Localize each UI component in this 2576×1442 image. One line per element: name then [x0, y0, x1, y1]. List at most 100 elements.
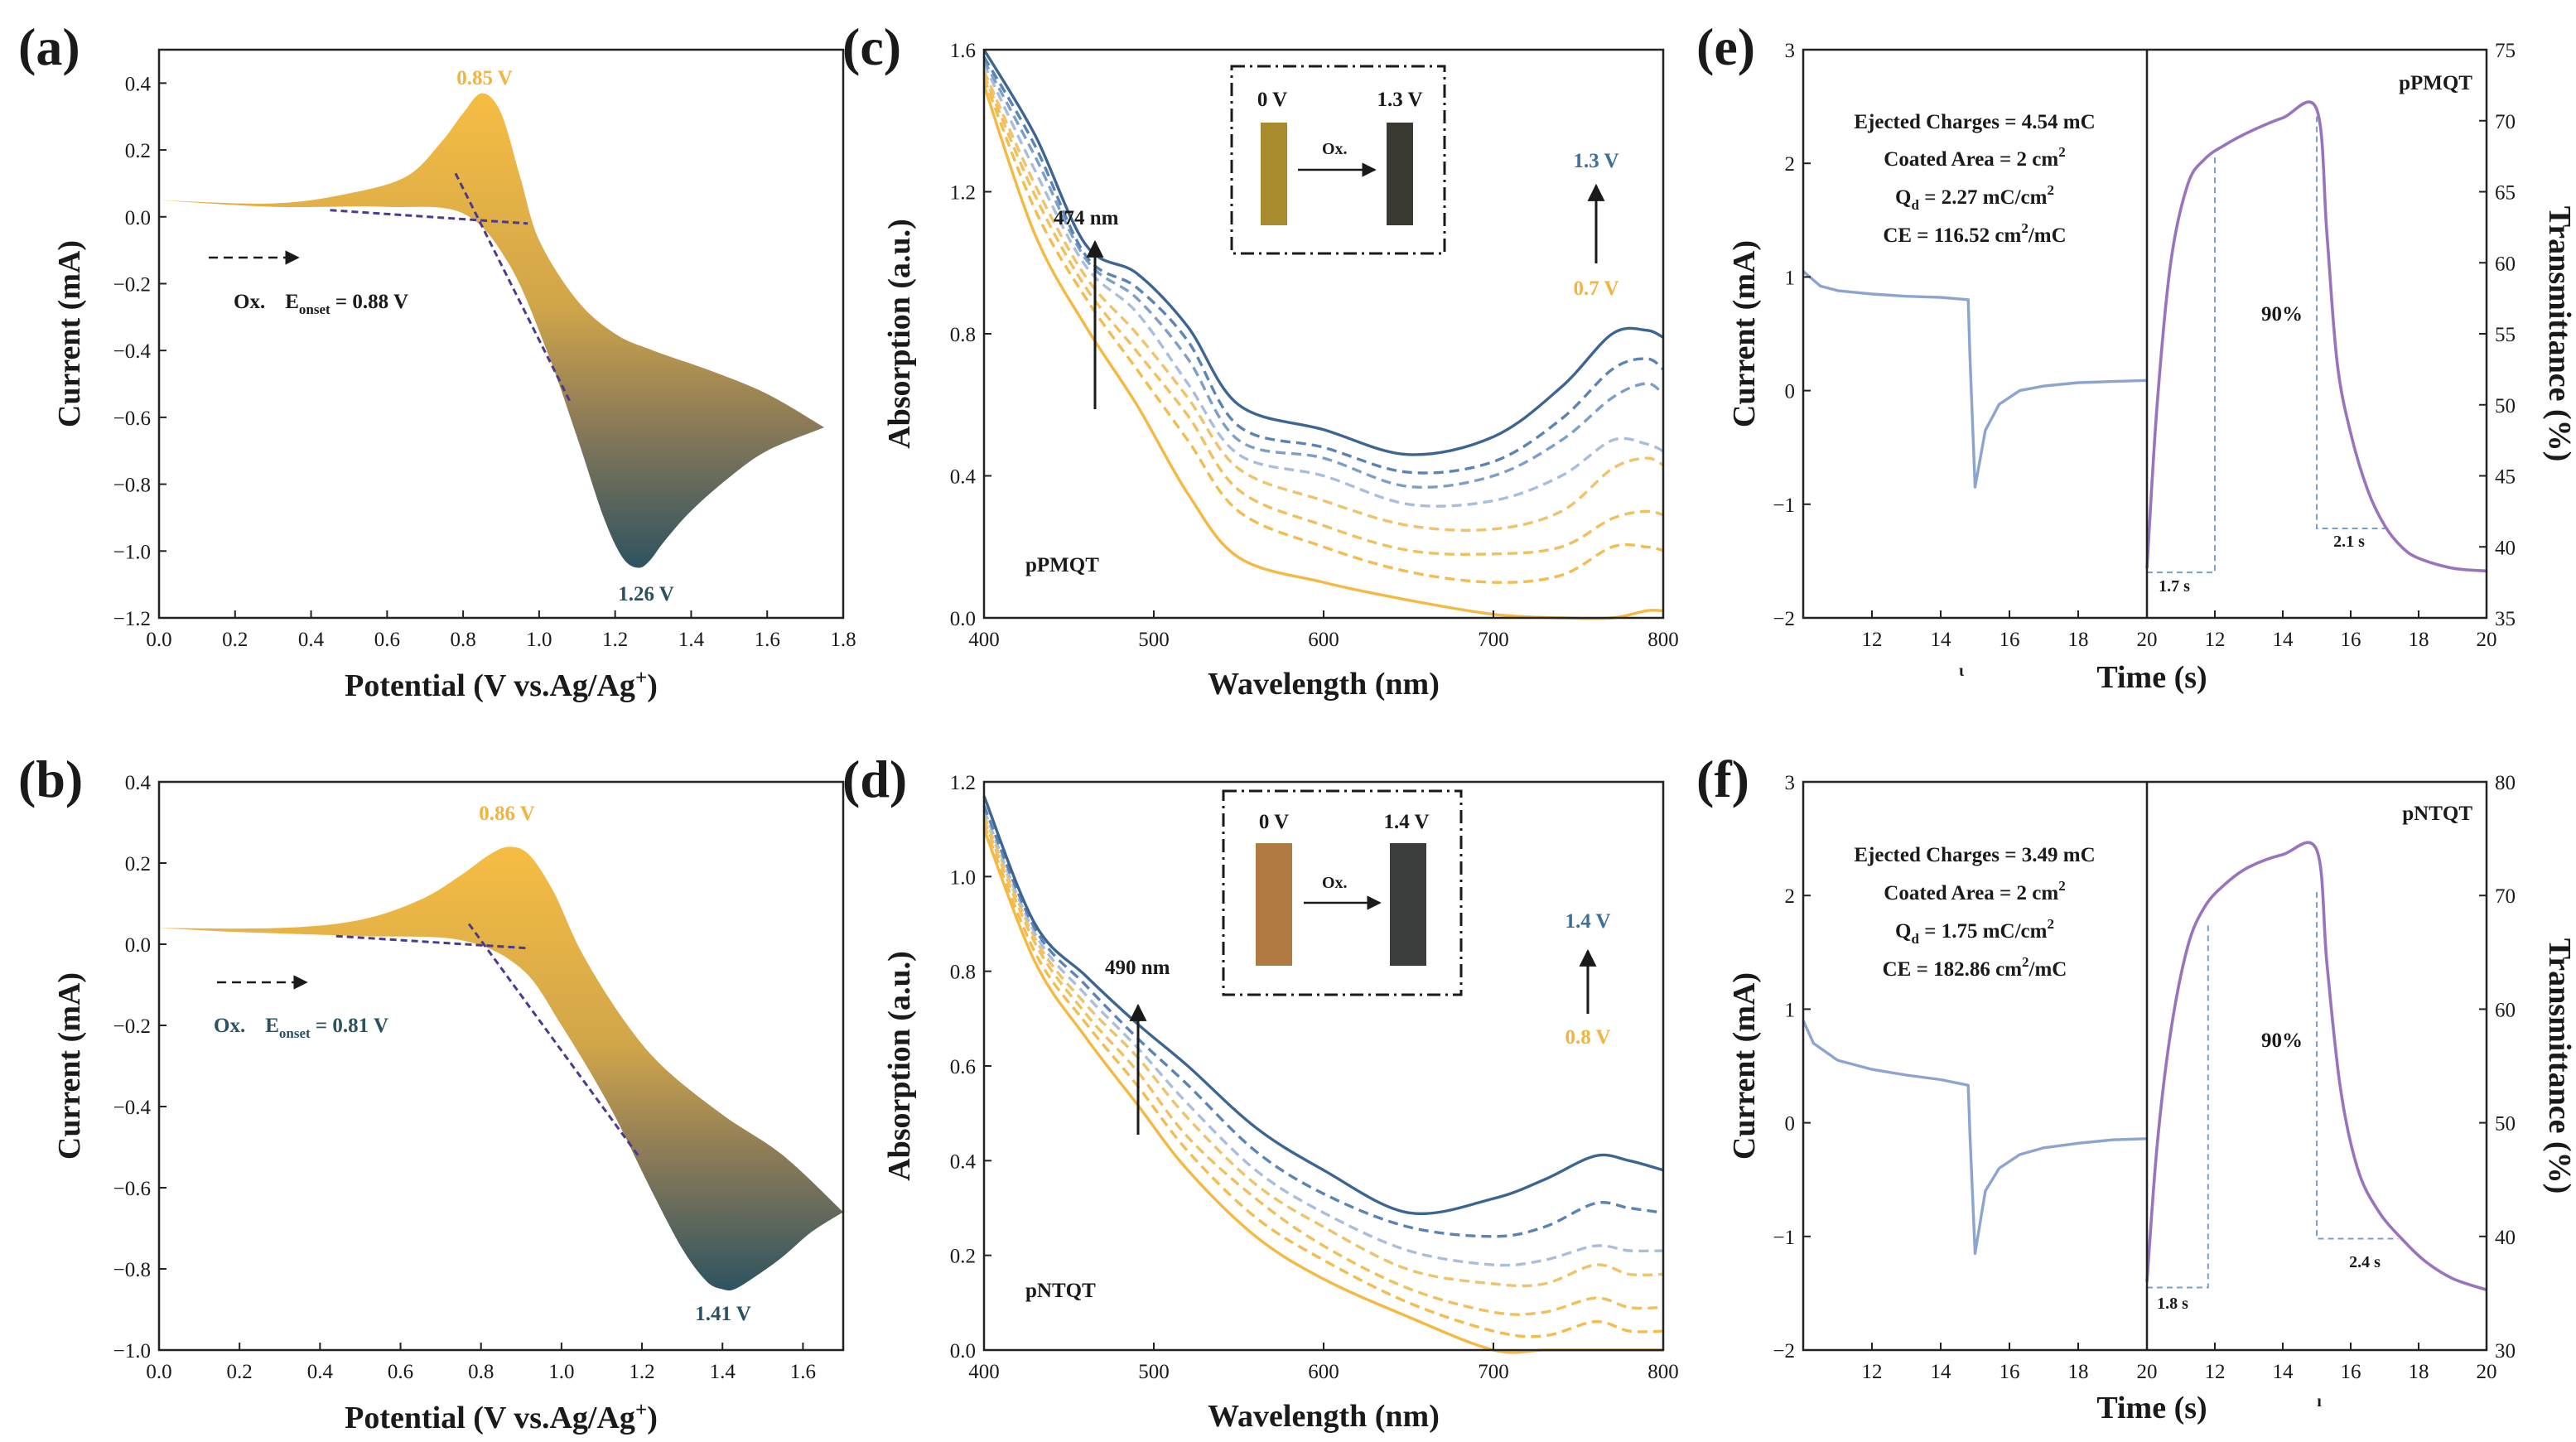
plot-frame-a [157, 48, 845, 620]
ejected-charges-f: Ejected Charges = 3.49 mC [1854, 844, 2095, 866]
d-xtick-label: 500 [1138, 1361, 1170, 1383]
e-right-xtick-label: 18 [2409, 629, 2429, 651]
c-ytick-label: 1.6 [950, 40, 976, 62]
eonset-label-a: Ox. Eonset = 0.88 V [234, 291, 408, 317]
rise-time-label-f: 1.8 s [2157, 1295, 2188, 1313]
b-ytick-label: 0.2 [125, 853, 151, 875]
panel-d-label: (d) [842, 750, 907, 808]
f-left-xtick-label: 18 [2068, 1361, 2089, 1383]
panel-d: (d) 400 500 600 700 800 1.2 1.0 0.8 0.6 0.4 0.2 0.… [842, 750, 1679, 1434]
c-xtick-label: 800 [1647, 629, 1679, 651]
current-curve-e [1802, 270, 2148, 489]
a-ytick-label: −0.8 [113, 475, 151, 497]
f-left-ytick-label: −1 [1773, 1227, 1795, 1249]
plot-frame-e [1802, 48, 2488, 620]
inset-photo-d: 0 V 1.4 V Ox. [1222, 789, 1463, 996]
b-xtick-label: 1.0 [548, 1361, 574, 1383]
x-ticks-a: 0.0 0.2 0.4 0.6 0.8 1.0 1.2 1.4 1.6 1.8 [146, 610, 856, 651]
a-ytick-label: −0.2 [113, 273, 151, 296]
e-left-xtick-label: 16 [2000, 629, 2020, 651]
tangent-line-b-1 [467, 923, 639, 1156]
fall-time-label-e: 2.1 s [2333, 533, 2365, 551]
b-xtick-label: 0.4 [307, 1361, 334, 1383]
f-right-ytick-label: 50 [2495, 1113, 2516, 1136]
x-axis-title-a: Potential (V vs.Ag/Ag+) [345, 667, 658, 703]
f-right-xtick-label: 20 [2477, 1361, 2497, 1383]
inset-ox-label-c: Ox. [1322, 140, 1348, 158]
ce-value-e: CE = 116.52 cm2/mC [1883, 220, 2066, 247]
cv-area-a [159, 93, 825, 568]
f-right-xtick-label: 16 [2341, 1361, 2361, 1383]
coated-area-e: Coated Area = 2 cm2 [1884, 144, 2065, 171]
f-right-xtick-label: 12 [2205, 1361, 2226, 1383]
c-xtick-label: 400 [968, 629, 1000, 651]
a-ytick-label: −0.6 [113, 408, 151, 430]
panel-f: (f) 12 14 16 18 20 12 14 16 18 20 3 2 1 0 −1 −2 80 70 60 5… [1696, 750, 2576, 1425]
x-ticks-e: 12 14 16 18 20 12 14 16 18 20 [1862, 610, 2497, 651]
e-right-ytick-label: 35 [2495, 608, 2516, 630]
d-ytick-label: 1.2 [950, 772, 976, 794]
a-xtick-label: 0.2 [222, 629, 248, 651]
a-ytick-label: −0.4 [113, 340, 152, 363]
y-axis-title-a: Current (mA) [52, 240, 87, 427]
film-swatch-0v-d [1256, 843, 1292, 966]
f-left-xtick-label: 12 [1862, 1361, 1883, 1383]
inset-photo-c: 0 V 1.3 V Ox. [1230, 65, 1446, 255]
spectrum-d-1p4V [982, 795, 1664, 1216]
e-left-ytick-label: −1 [1773, 494, 1795, 517]
peak-nm-label-c: 474 nm [1054, 207, 1119, 229]
film-swatch-ox-c [1387, 123, 1413, 225]
panel-f-label: (f) [1696, 750, 1749, 808]
spectrum-d-1p3V [982, 804, 1664, 1238]
response-guides-e [2147, 116, 2389, 574]
x-axis-title-e: Time (s) [2096, 660, 2207, 695]
e-left-ytick-label: −2 [1773, 608, 1795, 630]
b-xtick-label: 0.0 [146, 1361, 171, 1383]
e-right-ytick-label: 65 [2495, 182, 2516, 205]
coated-area-f: Coated Area = 2 cm2 [1884, 878, 2065, 904]
cv-tangent-lines-a [330, 172, 571, 402]
b-xtick-label: 1.2 [629, 1361, 654, 1383]
panel-b-label: (b) [18, 750, 83, 808]
e-right-ytick-label: 45 [2495, 466, 2516, 489]
panel-a-label: (a) [18, 17, 80, 76]
ejected-charges-e: Ejected Charges = 4.54 mC [1854, 111, 2095, 133]
fall-guide-f [2316, 892, 2399, 1240]
panel-e-label: (e) [1696, 17, 1755, 76]
fall-guide-e [2316, 116, 2389, 529]
panel-c-label: (c) [842, 17, 901, 76]
d-ytick-label: 0.8 [950, 962, 976, 984]
v-low-label-c: 0.7 V [1573, 277, 1618, 300]
f-right-ytick-label: 60 [2495, 999, 2516, 1021]
y-axis-title-b: Current (mA) [52, 972, 87, 1160]
a-ytick-label: 0.0 [125, 207, 151, 229]
eonset-label-b: Ox. Eonset = 0.81 V [214, 1015, 388, 1041]
a-xtick-label: 1.2 [602, 629, 628, 651]
cv-tangent-lines-b [335, 923, 639, 1156]
d-xtick-label: 700 [1478, 1361, 1509, 1383]
e-right-xtick-label: 16 [2341, 629, 2361, 651]
spectrum-c-1p0V [982, 70, 1664, 532]
e-left-ytick-label: 2 [1785, 153, 1796, 176]
b-xtick-label: 1.6 [790, 1361, 816, 1383]
e-left-ytick-label: 1 [1785, 267, 1796, 289]
spectrum-d-1p1V [982, 814, 1664, 1288]
f-left-ytick-label: 3 [1785, 772, 1796, 794]
spectrum-c-0p9V [982, 74, 1664, 556]
contrast-label-e: 90% [2261, 303, 2303, 326]
c-xtick-label: 700 [1478, 629, 1509, 651]
y-axis-title-c: Absorption (a.u.) [882, 219, 917, 449]
film-swatch-0v-c [1261, 123, 1287, 225]
b-ytick-label: −1.0 [113, 1340, 151, 1362]
c-xtick-label: 500 [1138, 629, 1170, 651]
x-ticks-d: 400 500 600 700 800 [968, 1343, 1679, 1383]
f-left-ytick-label: −2 [1773, 1340, 1795, 1362]
d-ytick-label: 0.4 [950, 1150, 977, 1173]
cv-curve-b [159, 846, 843, 1291]
x-axis-title-c: Wavelength (nm) [1208, 667, 1440, 702]
c-ytick-label: 0.0 [950, 608, 976, 630]
f-right-ytick-label: 40 [2495, 1227, 2516, 1249]
cv-curve-a [159, 93, 825, 568]
a-xtick-label: 1.4 [678, 629, 705, 651]
curve-name-e: pPMQT [2399, 72, 2472, 94]
